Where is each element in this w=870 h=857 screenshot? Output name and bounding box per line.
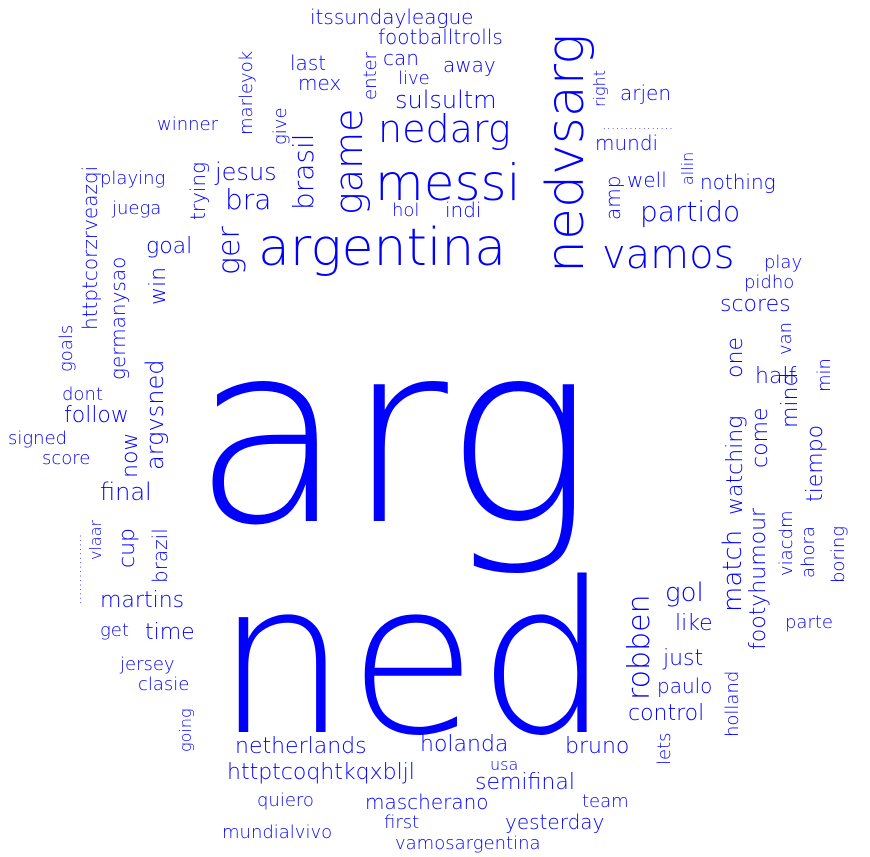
word-argvsned: argvsned <box>141 359 169 470</box>
word-signed: signed <box>8 428 68 449</box>
word-one: one <box>723 337 748 378</box>
word-just: just <box>663 646 704 671</box>
word-usa: usa <box>490 755 519 774</box>
word-netherlands: netherlands <box>235 734 367 759</box>
word-vlaar: vlaar <box>86 519 105 560</box>
word-nedvsarg: nedvsarg <box>536 33 596 273</box>
word-mind: mind <box>778 372 803 428</box>
word-first: first <box>384 812 420 833</box>
word-dont: dont <box>62 384 103 405</box>
word-partido: partido <box>640 195 741 228</box>
word-mex: mex <box>298 71 342 95</box>
word-scores: scores <box>720 292 791 317</box>
word-enter: enter <box>360 51 381 100</box>
word-boring: boring <box>828 525 849 583</box>
word-argentina: argentina <box>258 218 507 278</box>
word-score: score <box>42 448 91 469</box>
word-bra: bra <box>225 183 272 216</box>
word-mascherano: mascherano <box>365 790 489 814</box>
word-bruno: bruno <box>565 734 630 759</box>
word-nothing: nothing <box>700 170 776 194</box>
word-last: last <box>290 51 327 75</box>
word-amp: amp <box>601 175 625 220</box>
word-robben: robben <box>622 594 657 700</box>
word-jersey: jersey <box>120 654 175 675</box>
word-indi: indi <box>445 198 482 222</box>
word-mundi: mundi <box>595 131 659 155</box>
word-live: live <box>398 68 430 89</box>
word-httptcorzrveazqi: httptcorzrveazqi <box>78 165 102 330</box>
word-messi: messi <box>375 154 521 212</box>
word-cup: cup <box>115 527 140 568</box>
word-nedarg: nedarg <box>378 107 511 151</box>
word-martins: martins <box>100 588 185 613</box>
word-right: right <box>590 69 609 107</box>
word-holland: holland <box>722 670 743 737</box>
word-dots-top: ................ <box>602 117 674 133</box>
word-like: like <box>675 611 713 636</box>
word-allin: allin <box>678 151 697 185</box>
word-going: going <box>176 708 195 752</box>
word-goal: goal <box>146 234 193 259</box>
word-juega: juega <box>112 198 162 219</box>
word-team: team <box>582 791 629 812</box>
word-tiempo: tiempo <box>803 424 828 502</box>
word-arg: arg <box>192 289 594 580</box>
word-dots-left: ................ <box>69 533 85 605</box>
word-win: win <box>146 266 171 305</box>
word-lets: lets <box>654 732 675 765</box>
word-marleyok: marleyok <box>236 50 257 135</box>
word-yesterday: yesterday <box>505 810 605 834</box>
word-control: control <box>628 701 705 726</box>
word-give: give <box>270 107 291 145</box>
word-httptcoqhtkqxbljl: httptcoqhtkqxbljl <box>227 760 415 785</box>
word-ahora: ahora <box>798 526 819 578</box>
word-final: final <box>100 478 152 506</box>
word-brazil: brazil <box>148 528 172 583</box>
word-parte: parte <box>785 612 833 633</box>
word-play: play <box>764 252 803 273</box>
word-trying: trying <box>186 161 210 220</box>
word-hol: hol <box>392 200 420 221</box>
word-itssundayleague: itssundayleague <box>310 5 474 29</box>
word-now: now <box>118 432 143 478</box>
word-min: min <box>814 358 835 392</box>
word-germanysao: germanysao <box>106 256 130 380</box>
word-playing: playing <box>100 168 166 189</box>
word-gol: gol <box>665 578 704 608</box>
word-mundialvivo: mundialvivo <box>222 822 333 843</box>
word-pidho: pidho <box>744 272 795 293</box>
word-well: well <box>627 168 667 192</box>
word-footyhumour: footyhumour <box>746 507 771 650</box>
word-follow: follow <box>64 403 129 428</box>
word-semifinal: semifinal <box>475 770 575 795</box>
word-game: game <box>327 108 371 216</box>
word-footballtrolls: footballtrolls <box>378 25 503 49</box>
word-viacdm: viacdm <box>776 510 797 576</box>
word-goals: goals <box>56 324 77 372</box>
word-paulo: paulo <box>657 674 713 698</box>
word-holanda: holanda <box>420 732 509 757</box>
word-ger: ger <box>212 226 247 275</box>
word-can: can <box>383 46 419 70</box>
word-match: match <box>718 529 748 612</box>
word-quiero: quiero <box>257 790 314 811</box>
word-away: away <box>443 53 496 77</box>
word-van: van <box>775 321 796 355</box>
word-clasie: clasie <box>138 674 190 695</box>
word-jesus: jesus <box>215 158 277 186</box>
word-half: half <box>755 364 797 389</box>
word-ned: ned <box>215 537 611 782</box>
word-winner: winner <box>157 114 219 135</box>
word-vamosargentina: vamosargentina <box>395 833 541 854</box>
word-watching: watching <box>723 415 748 515</box>
word-sulsultm: sulsultm <box>395 86 497 114</box>
word-vamos: vamos <box>602 232 735 278</box>
word-come: come <box>748 407 773 468</box>
word-time: time <box>145 620 195 645</box>
word-get: get <box>100 620 129 641</box>
word-arjen: arjen <box>620 81 672 105</box>
word-brasil: brasil <box>287 133 320 210</box>
